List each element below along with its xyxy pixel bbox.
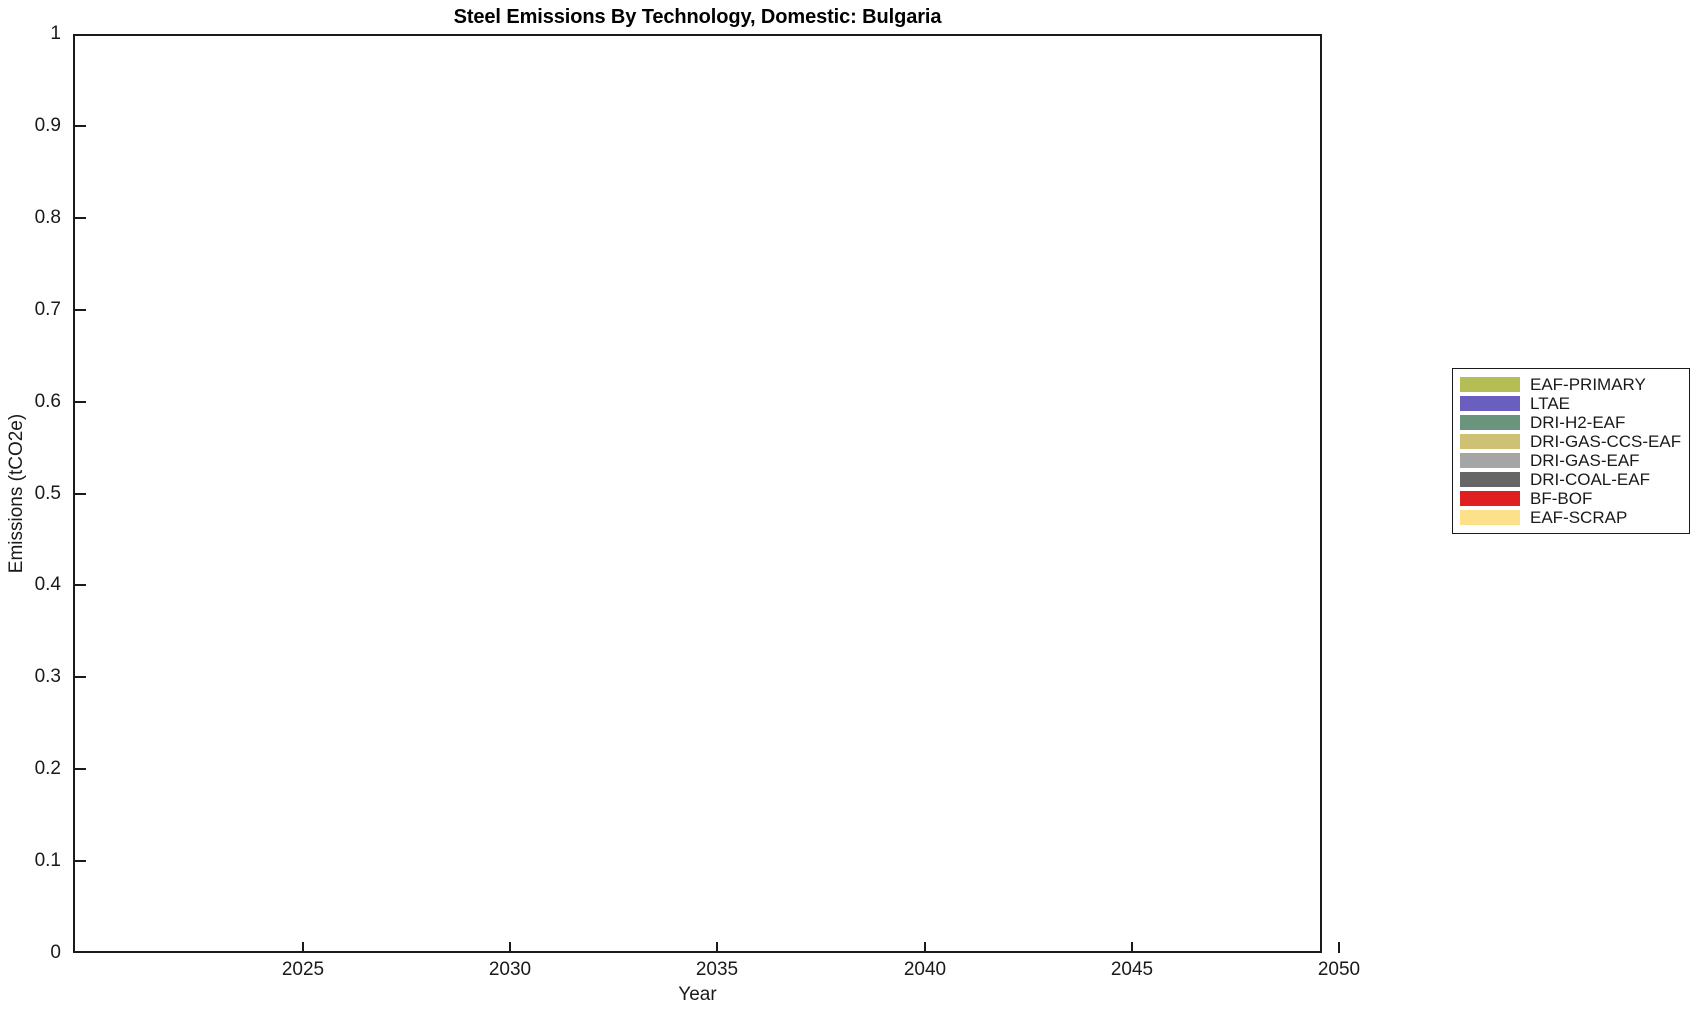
- x-axis-tick-mark: [1338, 942, 1340, 953]
- legend-item[interactable]: DRI-COAL-EAF: [1460, 470, 1681, 489]
- y-axis-tick-label: 1: [50, 23, 61, 44]
- y-axis-tick-label: 0.6: [34, 390, 61, 412]
- y-axis-tick-label: 0: [50, 942, 61, 963]
- legend-item-label: EAF-SCRAP: [1530, 508, 1628, 527]
- legend[interactable]: EAF-PRIMARY LTAE DRI-H2-EAF DRI-GAS-CCS-EAF…: [1452, 368, 1691, 534]
- legend-item[interactable]: DRI-GAS-EAF: [1460, 451, 1681, 470]
- legend-item[interactable]: EAF-PRIMARY: [1460, 375, 1681, 394]
- y-axis-tick-mark: [75, 584, 86, 587]
- x-axis-tick-mark: [509, 942, 511, 953]
- legend-item-label: LTAE: [1530, 394, 1570, 413]
- legend-item-label: BF-BOF: [1530, 489, 1593, 508]
- x-axis-tick-mark: [716, 942, 718, 953]
- y-axis-tick-label: 0.9: [34, 114, 61, 136]
- x-axis-tick-mark: [1131, 942, 1133, 953]
- x-axis-tick-label: 2030: [488, 959, 532, 980]
- legend-color-swatch: [1460, 396, 1520, 411]
- x-axis-tick-label: 2045: [1110, 959, 1154, 980]
- legend-item[interactable]: DRI-GAS-CCS-EAF: [1460, 432, 1681, 451]
- y-axis-tick-mark: [75, 216, 86, 219]
- y-axis-tick-mark: [75, 308, 86, 311]
- y-axis-tick-label: 0.3: [34, 666, 61, 688]
- y-axis-tick-mark: [75, 860, 86, 863]
- x-axis-tick-label: 2035: [695, 959, 739, 980]
- x-axis-label: Year: [678, 984, 717, 1005]
- legend-color-swatch: [1460, 510, 1520, 525]
- y-axis-tick-label: 0.1: [34, 850, 61, 872]
- legend-item-label: EAF-PRIMARY: [1530, 375, 1646, 394]
- x-axis-tick-label: 2040: [903, 959, 947, 980]
- page-title: Steel Emissions By Technology, Domestic:…: [453, 6, 942, 28]
- y-axis-tick-label: 0.2: [34, 758, 61, 780]
- plot-area[interactable]: [73, 34, 1322, 953]
- plot-canvas: [75, 36, 1320, 951]
- legend-color-swatch: [1460, 491, 1520, 506]
- y-axis-label: Emissions (tCO2e): [6, 413, 27, 574]
- legend-color-swatch: [1460, 377, 1520, 392]
- legend-color-swatch: [1460, 453, 1520, 468]
- legend-item-label: DRI-H2-EAF: [1530, 413, 1626, 432]
- x-axis-tick-mark: [302, 942, 304, 953]
- y-axis-tick-label: 0.4: [34, 574, 61, 596]
- y-axis-tick-label: 0.7: [34, 298, 61, 320]
- legend-color-swatch: [1460, 434, 1520, 449]
- y-axis-tick-mark: [75, 124, 86, 127]
- legend-item[interactable]: DRI-H2-EAF: [1460, 413, 1681, 432]
- y-axis-tick-mark: [75, 400, 86, 403]
- legend-item[interactable]: LTAE: [1460, 394, 1681, 413]
- y-axis-tick-mark: [75, 492, 86, 495]
- y-axis-tick-label: 0.5: [34, 482, 61, 504]
- legend-item-label: DRI-COAL-EAF: [1530, 470, 1650, 489]
- x-axis-tick-label: 2050: [1317, 959, 1361, 980]
- legend-item-label: DRI-GAS-CCS-EAF: [1530, 432, 1682, 451]
- y-axis-tick-mark: [75, 768, 86, 771]
- x-axis-tick-label: 2025: [281, 959, 325, 980]
- legend-color-swatch: [1460, 472, 1520, 487]
- x-axis-tick-mark: [924, 942, 926, 953]
- legend-color-swatch: [1460, 415, 1520, 430]
- legend-item[interactable]: EAF-SCRAP: [1460, 508, 1681, 527]
- y-axis-tick-label: 0.8: [34, 206, 61, 228]
- y-axis-tick-mark: [75, 676, 86, 679]
- legend-item-label: DRI-GAS-EAF: [1530, 451, 1640, 470]
- legend-item[interactable]: BF-BOF: [1460, 489, 1681, 508]
